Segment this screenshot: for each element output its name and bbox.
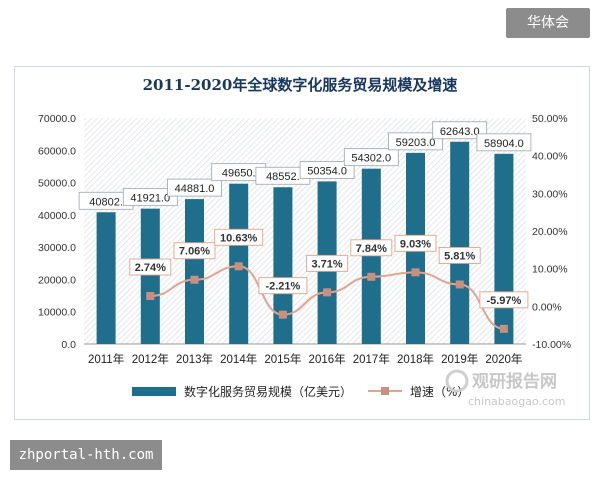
y-right-tick-label: -10.00% (532, 339, 571, 351)
watermark-logo-icon (445, 369, 469, 393)
growth-marker (190, 275, 199, 284)
legend-line-marker (381, 387, 389, 395)
growth-label-box (350, 239, 393, 257)
bar-label-box (476, 133, 532, 152)
bar-label-box (388, 132, 443, 151)
y-right-tick-label: 30.00% (532, 188, 568, 200)
x-tick-label: 2013年 (176, 352, 213, 366)
growth-data-label: -5.97% (486, 295, 521, 307)
growth-data-label: 3.71% (311, 258, 342, 270)
bar-label-box (167, 178, 222, 197)
x-tick-label: 2019年 (441, 352, 478, 366)
growth-label-box (438, 246, 481, 264)
bar-data-label: 59203.0 (396, 137, 436, 149)
y-left-tick-label: 0.0 (61, 339, 76, 351)
x-tick-label: 2020年 (485, 352, 522, 366)
bar-label-box (343, 148, 399, 167)
watermark-text-cn: 观研报告网 (471, 371, 557, 392)
growth-data-label: 7.06% (179, 246, 210, 258)
bar (450, 141, 470, 344)
growth-data-label: 7.84% (356, 243, 387, 255)
x-tick-label: 2018年 (397, 352, 434, 366)
bar-label-box (299, 161, 355, 179)
growth-marker (146, 292, 155, 301)
bar (140, 208, 160, 344)
y-right-tick-label: 40.00% (532, 151, 568, 163)
x-tick-label: 2016年 (309, 352, 346, 366)
bar-data-label: 48552. (266, 171, 300, 183)
bar (361, 168, 381, 344)
bars: 40802. 41921.0 44881.0 49650. 48552. 50354.0 5… (78, 121, 532, 344)
bar-label-box (432, 121, 488, 140)
bar-data-label: 58904.0 (484, 138, 524, 150)
growth-marker (278, 310, 287, 319)
bar-data-label: 41921.0 (130, 193, 170, 205)
growth-data-label: -2.21% (265, 281, 300, 293)
bar-data-label: 49650. (222, 168, 256, 180)
y-left-tick-label: 40000.0 (38, 210, 76, 222)
x-tick-label: 2015年 (264, 352, 301, 366)
watermark-text-en: chinabaogao.com (468, 395, 566, 408)
y-left-tick-label: 30000.0 (38, 242, 76, 254)
growth-marker (367, 272, 376, 281)
y-right-tick-label: 0.00% (532, 301, 562, 313)
chart-title: 2011-2020年全球数字化服务贸易规模及增速 (143, 76, 458, 94)
growth-data-label: 5.81% (444, 250, 475, 262)
x-tick-label: 2011年 (88, 352, 124, 366)
bar-data-label: 54302.0 (351, 153, 391, 165)
growth-marker (411, 268, 420, 277)
y-left-tick-label: 70000.0 (38, 113, 76, 125)
legend-bar-swatch (132, 387, 176, 396)
x-tick-label: 2012年 (132, 352, 169, 366)
bar (494, 153, 514, 344)
bar-label-box (122, 188, 178, 207)
x-tick-label: 2014年 (220, 352, 257, 366)
growth-data-label: 2.74% (135, 262, 166, 274)
y-right-tick-label: 20.00% (532, 226, 568, 238)
y-left-tick-label: 10000.0 (38, 307, 76, 319)
growth-line: 2.74% 7.06% 10.63% -2.21% 3.71% 7.84% 9.03% 5.8… (129, 228, 529, 333)
bar-data-label: 40802. (89, 196, 123, 208)
growth-label-box (306, 254, 349, 272)
x-tick-label: 2017年 (353, 352, 390, 366)
growth-label-box (394, 234, 437, 252)
y-left-tick-label: 60000.0 (38, 145, 76, 157)
legend-line-label: 增速（%） (410, 385, 469, 399)
growth-label-box (129, 258, 172, 276)
y-left-tick-label: 20000.0 (38, 274, 76, 286)
bar (185, 199, 204, 344)
legend-bar-label: 数字化服务贸易规模（亿美元） (184, 384, 352, 399)
bar (273, 187, 293, 344)
footer-badge: zhportal-hth.com (10, 440, 162, 470)
y-left-tick-label: 50000.0 (38, 178, 76, 190)
growth-marker (499, 324, 508, 333)
legend: 数字化服务贸易规模（亿美元） 增速（%） (132, 384, 469, 399)
bar (96, 212, 116, 344)
growth-data-label: 10.63% (220, 232, 258, 244)
growth-label-box (173, 242, 216, 260)
brand-badge: 华体会 (506, 8, 590, 38)
bar-data-label: 44881.0 (175, 183, 215, 195)
growth-label-box (258, 277, 308, 295)
bar-data-label: 62643.0 (440, 126, 480, 138)
growth-marker (234, 262, 243, 271)
bar-data-label: 50354.0 (307, 165, 347, 177)
growth-data-label: 9.03% (400, 238, 431, 250)
y-right-tick-label: 10.00% (532, 264, 568, 276)
growth-marker (323, 288, 332, 297)
watermark: 观研报告网 chinabaogao.com (445, 369, 566, 408)
growth-label-box (479, 291, 529, 309)
growth-marker (455, 280, 464, 289)
growth-label-box (214, 228, 264, 246)
y-right-tick-label: 50.00% (532, 113, 568, 125)
